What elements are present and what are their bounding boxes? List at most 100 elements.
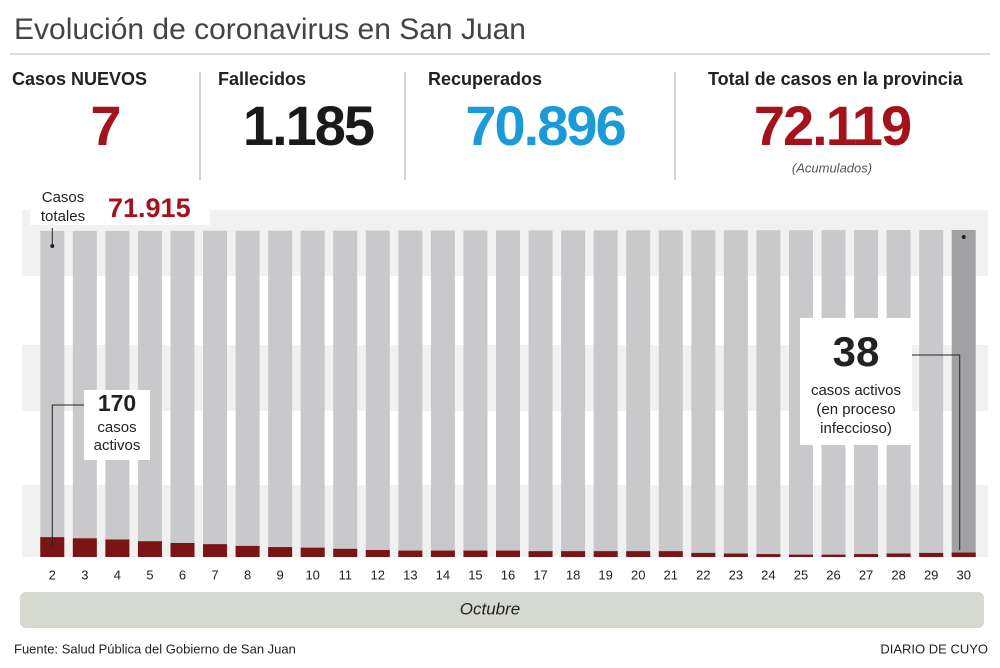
x-tick-label: 21: [664, 567, 678, 582]
total-bar: [496, 230, 520, 558]
total-bar: [170, 230, 195, 557]
total-bar: [430, 230, 455, 557]
annotation: casos activos: [811, 382, 901, 399]
active-bar: [626, 551, 651, 557]
label-box: [30, 185, 210, 225]
x-tick-label: 25: [794, 567, 808, 582]
x-tick-label: 4: [114, 567, 121, 582]
total-bar: [919, 230, 944, 557]
x-tick-label: 26: [826, 567, 840, 582]
active-bar: [137, 541, 162, 557]
active-bar: [398, 550, 423, 557]
x-tick-label: 11: [338, 567, 352, 582]
x-label: Octubre: [460, 599, 520, 618]
active-bar: [821, 554, 846, 557]
x-tick-label: 23: [729, 567, 743, 582]
leader-dot: [961, 235, 966, 239]
source: Fuente: Salud Pública del Gobierno de Sa…: [14, 641, 296, 656]
active-bar: [105, 539, 130, 557]
x-tick-label: 14: [436, 567, 450, 582]
active-bar: [463, 550, 488, 557]
total-bar: [235, 230, 260, 557]
total-bar: [300, 230, 325, 557]
active-bar: [235, 545, 260, 557]
x-tick-label: 12: [371, 567, 385, 582]
total-bar: [658, 230, 683, 557]
active-bar: [854, 554, 879, 557]
x-band: [20, 592, 984, 628]
x-tick-label: 10: [305, 567, 319, 582]
leader-dot: [50, 244, 55, 248]
title: Evolución de coronavirus en San Juan: [14, 13, 526, 46]
active-bar: [658, 551, 683, 557]
x-tick-label: 24: [761, 567, 775, 582]
total-bar: [333, 230, 358, 557]
leader: [51, 404, 84, 548]
total-bar: [691, 230, 716, 557]
total-bar: [365, 230, 390, 557]
annotation: totales: [41, 208, 85, 225]
stat-value: 72.119: [754, 94, 911, 157]
active-bar: [951, 552, 976, 557]
stat-note: (Acumulados): [792, 160, 872, 175]
stat-label: Fallecidos: [218, 69, 306, 89]
label-box: [800, 318, 912, 445]
annotation: (en proceso: [816, 401, 895, 418]
active-bar: [723, 553, 748, 557]
active-bar: [333, 548, 358, 557]
x-tick-label: 7: [211, 567, 218, 582]
active-bar: [268, 547, 293, 557]
total-bar: [203, 230, 228, 558]
active-bar: [919, 552, 944, 557]
annotation-value: 38: [833, 328, 880, 375]
x-tick-label: 20: [631, 567, 645, 582]
annotation: Casos: [42, 189, 85, 206]
x-tick-label: 19: [598, 567, 612, 582]
stat-label: Casos NUEVOS: [12, 69, 147, 89]
total-bar: [626, 230, 651, 557]
stat-value: 1.185: [243, 94, 374, 157]
total-bar: [951, 230, 976, 557]
x-tick-label: 18: [566, 567, 580, 582]
x-tick-label: 30: [956, 567, 970, 582]
x-tick-label: 5: [146, 567, 153, 582]
active-bar: [756, 554, 781, 557]
stat-value: 70.896: [465, 94, 625, 157]
active-bar: [430, 550, 455, 557]
x-tick-label: 17: [533, 567, 547, 582]
annotation-value: 170: [98, 390, 136, 416]
stat-value: 7: [90, 94, 119, 157]
x-tick-label: 28: [891, 567, 905, 582]
active-bar: [528, 551, 553, 557]
credit: DIARIO DE CUYO: [880, 641, 988, 656]
active-bar: [593, 551, 618, 557]
x-tick-label: 9: [277, 567, 284, 582]
stat-label: Recuperados: [428, 69, 542, 89]
total-bar: [593, 230, 618, 557]
total-bar: [463, 230, 488, 557]
active-bar: [788, 554, 813, 557]
annotation-value: 71.915: [108, 193, 191, 223]
total-bar: [528, 230, 553, 558]
x-tick-label: 6: [179, 567, 186, 582]
x-tick-label: 27: [859, 567, 873, 582]
x-tick-label: 3: [81, 567, 88, 582]
active-bar: [496, 550, 520, 557]
active-bar: [170, 542, 195, 557]
stat-label: Total de casos en la provincia: [708, 69, 964, 89]
annotation: activos: [94, 437, 141, 454]
leader: [912, 354, 961, 550]
total-bar: [398, 230, 423, 557]
label-box: [84, 390, 150, 460]
total-bar: [756, 230, 781, 557]
annotation: infeccioso): [820, 420, 892, 437]
x-tick-label: 8: [244, 567, 251, 582]
active-bar: [203, 544, 228, 557]
annotation: casos: [97, 419, 136, 436]
x-tick-label: 22: [696, 567, 710, 582]
total-bar: [268, 230, 293, 557]
active-bar: [886, 553, 911, 557]
active-bar: [72, 538, 97, 557]
total-bar: [723, 230, 748, 557]
